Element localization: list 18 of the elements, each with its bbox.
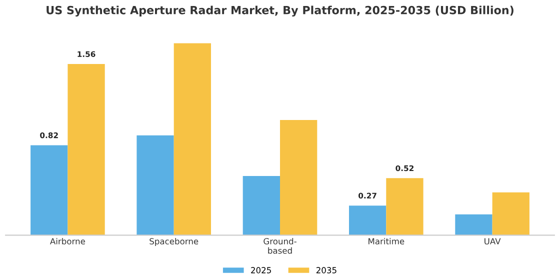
bar <box>136 135 174 236</box>
bar <box>174 43 211 236</box>
x-tick-label: Airborne <box>50 238 86 244</box>
bar <box>242 176 280 236</box>
legend-label: 2025 <box>251 267 271 274</box>
bar <box>386 178 424 236</box>
x-tick-label: UAV <box>484 238 501 244</box>
x-tick-label: Ground-based <box>264 238 296 254</box>
bar <box>68 64 105 236</box>
bar <box>349 206 386 236</box>
x-tick-label: Spaceborne <box>150 238 198 246</box>
bar <box>30 145 68 236</box>
legend-label: 2035 <box>316 267 336 274</box>
x-tick-label: Maritime <box>368 238 404 244</box>
bar <box>280 120 318 236</box>
bar <box>455 214 492 236</box>
bar <box>492 192 530 236</box>
chart-title: US Synthetic Aperture Radar Market, By Platform, 2025-2035 (USD Billion) <box>46 6 514 17</box>
